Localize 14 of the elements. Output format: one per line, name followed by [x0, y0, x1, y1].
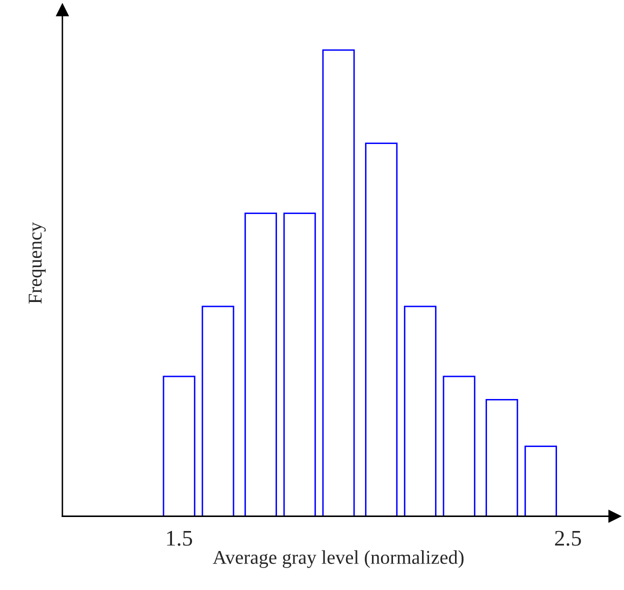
bar	[442, 376, 476, 516]
bar	[322, 49, 355, 516]
x-tick-label: 2.5	[555, 530, 581, 546]
bar	[162, 376, 196, 516]
x-axis-title: Average gray level (normalized)	[212, 550, 464, 568]
bar	[283, 212, 316, 516]
bar	[244, 212, 277, 516]
bar	[202, 306, 234, 516]
bar	[486, 399, 518, 516]
bar	[524, 446, 557, 516]
y-axis-title: Frequency	[28, 222, 46, 304]
bar	[365, 142, 398, 516]
x-tick-label: 1.5	[167, 530, 192, 546]
bar	[404, 306, 436, 516]
